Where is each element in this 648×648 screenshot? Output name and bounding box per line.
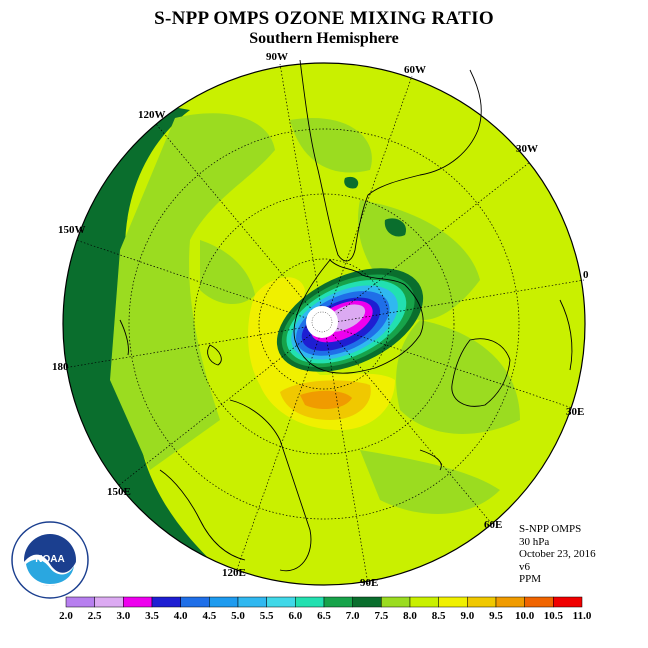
info-version: v6 <box>519 560 530 573</box>
colorbar-swatch <box>295 596 325 608</box>
colorbar-swatch <box>495 596 525 608</box>
info-units: PPM <box>519 573 542 585</box>
colorbar-tick-label: 5.0 <box>231 610 245 622</box>
colorbar-tick-label: 2.0 <box>59 610 73 622</box>
colorbar-swatch <box>266 596 296 608</box>
noaa-logo: NOAA <box>11 521 89 599</box>
colorbar-tick-label: 4.5 <box>202 610 216 622</box>
colorbar-swatch <box>352 596 382 608</box>
colorbar-swatch <box>524 596 554 608</box>
colorbar-tick-label: 8.0 <box>403 610 417 622</box>
coastlines <box>119 59 573 572</box>
colorbar-tick-label: 10.5 <box>544 610 564 622</box>
lon-label: 150E <box>107 486 131 498</box>
lon-label: 60W <box>404 64 426 76</box>
colorbar-tick-label: 9.0 <box>460 610 474 622</box>
longitude-labels: 90W 60W 30W 0 30E 60E 90E 120E 150E 180 … <box>52 51 589 589</box>
colorbar-tick-label: 4.0 <box>174 610 188 622</box>
colorbar-swatch <box>467 596 497 608</box>
lon-label: 180 <box>52 361 69 373</box>
colorbar-tick-label: 7.5 <box>374 610 388 622</box>
info-instrument: S-NPP OMPS <box>519 523 582 535</box>
pole-no-data <box>306 306 338 338</box>
lon-label: 120W <box>138 109 166 121</box>
colorbar-swatch <box>94 596 124 608</box>
colorbar-swatch <box>438 596 468 608</box>
graticule <box>63 63 585 585</box>
colorbar-tick-label: 5.5 <box>260 610 274 622</box>
lon-label: 150W <box>58 224 86 236</box>
lon-label: 90E <box>360 577 378 589</box>
colorbar-swatch <box>65 596 95 608</box>
lon-label: 120E <box>222 567 246 579</box>
colorbar-swatch <box>237 596 267 608</box>
colorbar-tick-label: 6.0 <box>288 610 302 622</box>
colorbar-tick-label: 3.0 <box>116 610 130 622</box>
colorbar-tick-label: 11.0 <box>573 610 592 622</box>
colorbar-swatch <box>381 596 411 608</box>
colorbar-tick-label: 6.5 <box>317 610 331 622</box>
info-block: S-NPP OMPS 30 hPa October 23, 2016 v6 PP… <box>519 523 596 586</box>
lon-label: 60E <box>484 519 502 531</box>
colorbar-swatch <box>180 596 210 608</box>
colorbar-swatch <box>209 596 239 608</box>
colorbar-tick-label: 2.5 <box>88 610 102 622</box>
colorbar-swatch <box>409 596 439 608</box>
colorbar-tick-label: 3.5 <box>145 610 159 622</box>
lon-label: 30W <box>516 143 538 155</box>
logo-text: NOAA <box>35 554 64 565</box>
colorbar-tick-label: 9.5 <box>489 610 503 622</box>
info-date: October 23, 2016 <box>519 548 596 560</box>
info-level: 30 hPa <box>519 535 550 548</box>
colorbar-tick-label: 10.0 <box>515 610 535 622</box>
map-title: S-NPP OMPS OZONE MIXING RATIO <box>154 8 494 29</box>
lon-label: 30E <box>566 406 584 418</box>
colorbar-tick-label: 8.5 <box>432 610 446 622</box>
lon-label: 0 <box>583 269 589 281</box>
colorbar-swatch <box>553 596 583 608</box>
colorbar-swatch <box>323 596 353 608</box>
colorbar: 2.0 2.5 3.0 3.5 4.0 4.5 5.0 5.5 6.0 6.5 7.0 7.5 8.0 8… <box>59 596 592 622</box>
map-subtitle: Southern Hemisphere <box>249 30 399 47</box>
lon-label: 90W <box>266 51 288 63</box>
colorbar-tick-label: 7.0 <box>346 610 360 622</box>
colorbar-swatch <box>151 596 181 608</box>
colorbar-swatch <box>123 596 153 608</box>
map-boundary <box>62 62 586 586</box>
